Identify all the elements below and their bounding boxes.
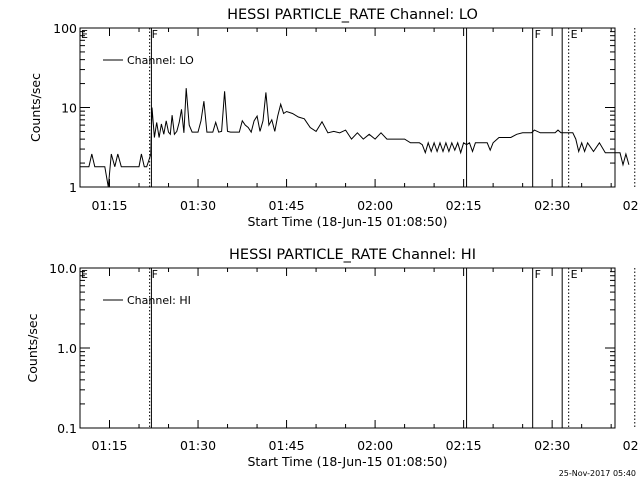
y-tick-label: 0.1 [57,421,77,436]
y-tick-label: 100 [53,21,77,36]
x-axis-label: Start Time (18-Jun-15 01:08:50) [248,214,448,229]
x-tick-label: 01:15 [91,438,127,453]
x-tick-label: 01:45 [269,438,305,453]
marker-flag-e: E [571,28,578,41]
x-tick-label: 02:30 [534,198,570,213]
marker-flag-f: F [535,28,541,41]
y-tick-label: 1 [69,180,77,195]
panel-hi: HESSI PARTICLE_RATE Channel: HI 01:15 01:3… [25,247,640,469]
y-axis-label: Counts/sec [28,73,43,142]
panel-lo: HESSI PARTICLE_RATE Channel: LO 01:15 01:3… [28,7,640,229]
x-tick-label: 01:30 [180,198,216,213]
x-tick-label: 01:30 [180,438,216,453]
plot-frame [79,27,616,188]
marker-flag-e: E [81,28,88,41]
y-axis-label: Counts/sec [25,313,40,382]
x-tick-label: 02:45 [623,438,640,453]
marker-flag-e: E [571,268,578,281]
x-tick-label: 02:45 [623,198,640,213]
chart-title: HESSI PARTICLE_RATE Channel: LO [227,7,478,23]
x-tick-label: 02:30 [534,438,570,453]
footer-timestamp: 25-Nov-2017 05:40 [559,469,636,478]
marker-flag-f: F [152,28,158,41]
marker-flag-f: F [535,268,541,281]
legend-label: Channel: HI [127,294,191,307]
chart-title: HESSI PARTICLE_RATE Channel: HI [229,247,476,263]
y-tick-label: 10.0 [49,261,77,276]
x-tick-label: 02:15 [446,198,482,213]
x-tick-label: 02:15 [446,438,482,453]
y-tick-label: 1.0 [57,341,77,356]
y-tick-label: 10 [61,101,77,116]
marker-flag-f: F [152,268,158,281]
x-tick-label: 01:15 [91,198,127,213]
x-axis-label: Start Time (18-Jun-15 01:08:50) [248,454,448,469]
plot-frame [79,267,616,429]
x-tick-label: 01:45 [269,198,305,213]
series-line-0 [80,88,630,188]
legend-label: Channel: LO [127,54,194,67]
marker-flag-e: E [81,268,88,281]
x-tick-label: 02:00 [357,198,393,213]
x-tick-label: 02:00 [357,438,393,453]
